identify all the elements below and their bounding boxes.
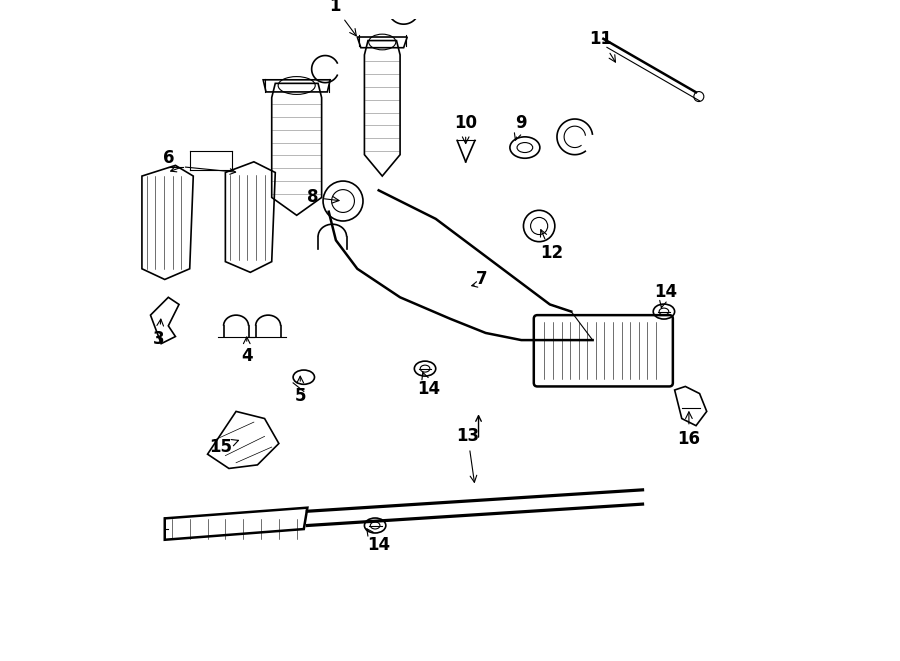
- Text: 15: 15: [209, 438, 238, 456]
- Text: 12: 12: [540, 229, 562, 262]
- Text: 3: 3: [153, 319, 165, 348]
- Text: 10: 10: [454, 114, 477, 143]
- Text: 6: 6: [163, 149, 174, 167]
- Text: 5: 5: [294, 376, 306, 405]
- Text: 14: 14: [417, 372, 440, 397]
- Text: 9: 9: [515, 114, 527, 140]
- Text: 4: 4: [241, 337, 253, 365]
- Text: 7: 7: [476, 270, 488, 288]
- Text: 16: 16: [678, 412, 700, 447]
- Text: 14: 14: [367, 529, 391, 555]
- Text: 2: 2: [0, 660, 1, 661]
- Text: 13: 13: [456, 428, 480, 483]
- Text: 1: 1: [328, 0, 356, 36]
- Text: 11: 11: [590, 30, 616, 62]
- Text: 8: 8: [307, 188, 339, 206]
- Text: 14: 14: [653, 283, 677, 307]
